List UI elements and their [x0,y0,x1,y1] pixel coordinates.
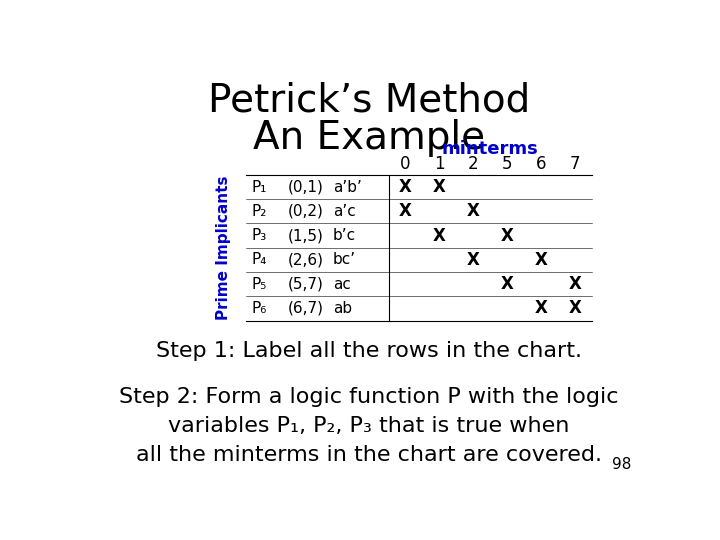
Text: X: X [569,275,582,293]
Text: minterms: minterms [442,140,539,158]
Text: 0: 0 [400,155,410,173]
Text: Petrick’s Method: Petrick’s Method [208,82,530,119]
Text: ac: ac [333,276,351,292]
Text: (5,7): (5,7) [288,276,324,292]
Text: X: X [433,227,446,245]
Text: 6: 6 [536,155,546,173]
Text: 7: 7 [570,155,580,173]
Text: (1,5): (1,5) [288,228,324,243]
Text: X: X [399,178,412,196]
Text: a’c: a’c [333,204,356,219]
Text: 2: 2 [468,155,479,173]
Text: X: X [569,299,582,318]
Text: X: X [433,178,446,196]
Text: bc’: bc’ [333,252,356,267]
Text: ab: ab [333,301,352,316]
Text: a’b’: a’b’ [333,180,361,194]
Text: An Example: An Example [253,119,485,157]
Text: b’c: b’c [333,228,356,243]
Text: P₅: P₅ [252,276,267,292]
Text: Step 2: Form a logic function P with the logic: Step 2: Form a logic function P with the… [120,387,618,407]
Text: X: X [467,202,480,220]
Text: X: X [467,251,480,269]
Text: X: X [501,275,514,293]
Text: P₂: P₂ [252,204,267,219]
Text: (2,6): (2,6) [288,252,324,267]
Text: (6,7): (6,7) [288,301,324,316]
Text: (0,2): (0,2) [288,204,324,219]
Text: 98: 98 [612,457,631,472]
Text: P₆: P₆ [252,301,267,316]
Text: P₃: P₃ [252,228,267,243]
Text: X: X [501,227,514,245]
Text: X: X [535,299,548,318]
Text: variables P₁, P₂, P₃ that is true when: variables P₁, P₂, P₃ that is true when [168,416,570,436]
Text: Prime Implicants: Prime Implicants [217,176,231,320]
Text: 5: 5 [502,155,513,173]
Text: P₁: P₁ [252,180,267,194]
Text: P₄: P₄ [252,252,267,267]
Text: 1: 1 [434,155,445,173]
Text: Step 1: Label all the rows in the chart.: Step 1: Label all the rows in the chart. [156,341,582,361]
Text: all the minterms in the chart are covered.: all the minterms in the chart are covere… [136,446,602,465]
Text: X: X [399,202,412,220]
Text: (0,1): (0,1) [288,180,324,194]
Text: X: X [535,251,548,269]
